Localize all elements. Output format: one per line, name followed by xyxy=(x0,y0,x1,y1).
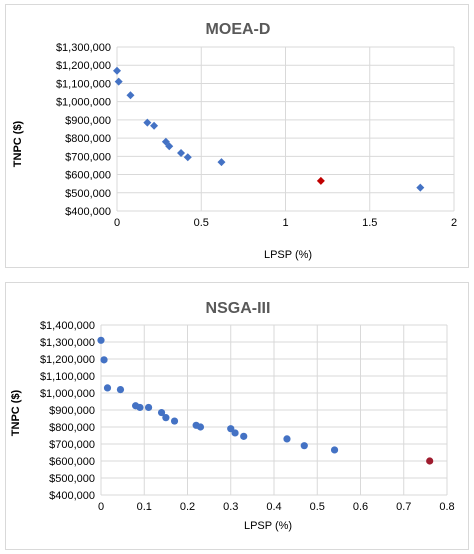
y-tick-label: $400,000 xyxy=(65,206,111,218)
x-tick-label: 2 xyxy=(451,217,457,229)
data-point xyxy=(217,158,226,167)
y-tick-label: $700,000 xyxy=(49,439,95,451)
highlighted-data-point xyxy=(316,176,325,185)
highlighted-data-point xyxy=(426,457,434,465)
data-point xyxy=(231,429,239,437)
x-tick-label: 1.5 xyxy=(362,217,377,229)
data-point xyxy=(100,356,108,364)
y-axis-title: TNPC ($) xyxy=(12,120,24,167)
y-axis-title: TNPC ($) xyxy=(10,389,22,436)
moea-d-chart: MOEA-D $400,000 $500,000 $600,000 $700,000 $… xyxy=(12,21,457,261)
data-point xyxy=(144,403,153,412)
x-tick-label: 0.4 xyxy=(266,501,281,513)
x-tick-label: 0.6 xyxy=(353,501,368,513)
y-tick-label: $1,000,000 xyxy=(56,97,111,109)
y-tick-label: $1,200,000 xyxy=(56,60,111,72)
data-point xyxy=(165,142,174,151)
x-tick-label: 0 xyxy=(114,217,120,229)
y-tick-label: $600,000 xyxy=(49,456,95,468)
x-tick-label: 0.5 xyxy=(310,501,325,513)
data-point xyxy=(170,417,179,425)
data-point xyxy=(240,432,248,440)
y-tick-label: $800,000 xyxy=(49,422,95,434)
chart-panel-moea-d: MOEA-D $400,000 $500,000 $600,000 $700,000 $… xyxy=(5,4,469,268)
data-point xyxy=(416,183,425,192)
y-tick-label: $900,000 xyxy=(49,405,95,417)
x-tick-label: 0.2 xyxy=(180,501,195,513)
data-point xyxy=(183,153,192,162)
x-axis-title: LPSP (%) xyxy=(244,520,292,532)
data-point xyxy=(330,446,339,454)
chart-title: MOEA-D xyxy=(206,21,271,38)
y-tick-label: $1,100,000 xyxy=(56,78,111,90)
data-point xyxy=(113,66,121,75)
y-tick-label: $800,000 xyxy=(65,133,111,145)
data-point xyxy=(114,77,123,86)
data-point xyxy=(177,149,186,158)
y-tick-label: $1,300,000 xyxy=(56,42,111,54)
x-tick-label: 0.7 xyxy=(396,501,411,513)
x-tick-label: 0.8 xyxy=(439,501,454,513)
data-point xyxy=(157,408,166,417)
data-point xyxy=(283,435,291,443)
chart-panel-nsga-iii: NSGA-III $400,000 $500,000 $600,000 $700,00… xyxy=(5,282,469,550)
data-point xyxy=(196,423,205,431)
y-tick-label: $1,000,000 xyxy=(40,388,95,400)
data-point xyxy=(126,91,135,100)
x-tick-label: 1 xyxy=(282,217,288,229)
data-point xyxy=(300,442,308,450)
x-axis-title: LPSP (%) xyxy=(264,249,312,261)
y-tick-label: $700,000 xyxy=(65,151,111,163)
x-tick-label: 0.3 xyxy=(223,501,238,513)
y-tick-label: $900,000 xyxy=(65,115,111,127)
nsga-iii-chart: NSGA-III $400,000 $500,000 $600,000 $700,00… xyxy=(10,300,455,532)
y-tick-label: $400,000 xyxy=(49,490,95,502)
y-tick-label: $1,100,000 xyxy=(40,371,95,383)
x-tick-label: 0.5 xyxy=(194,217,209,229)
data-point xyxy=(143,118,152,127)
y-tick-label: $1,300,000 xyxy=(40,337,95,349)
chart-title: NSGA-III xyxy=(206,300,271,317)
data-point xyxy=(97,336,105,344)
data-point xyxy=(150,121,159,130)
data-point xyxy=(162,414,170,422)
y-tick-label: $500,000 xyxy=(49,473,95,485)
x-tick-label: 0.1 xyxy=(137,501,152,513)
data-point xyxy=(136,403,144,412)
y-tick-label: $600,000 xyxy=(65,170,111,182)
x-tick-label: 0 xyxy=(98,501,104,513)
data-point xyxy=(116,386,125,394)
y-tick-label: $1,400,000 xyxy=(40,320,95,332)
data-point xyxy=(103,384,112,392)
y-tick-label: $1,200,000 xyxy=(40,354,95,366)
y-tick-label: $500,000 xyxy=(65,188,111,200)
